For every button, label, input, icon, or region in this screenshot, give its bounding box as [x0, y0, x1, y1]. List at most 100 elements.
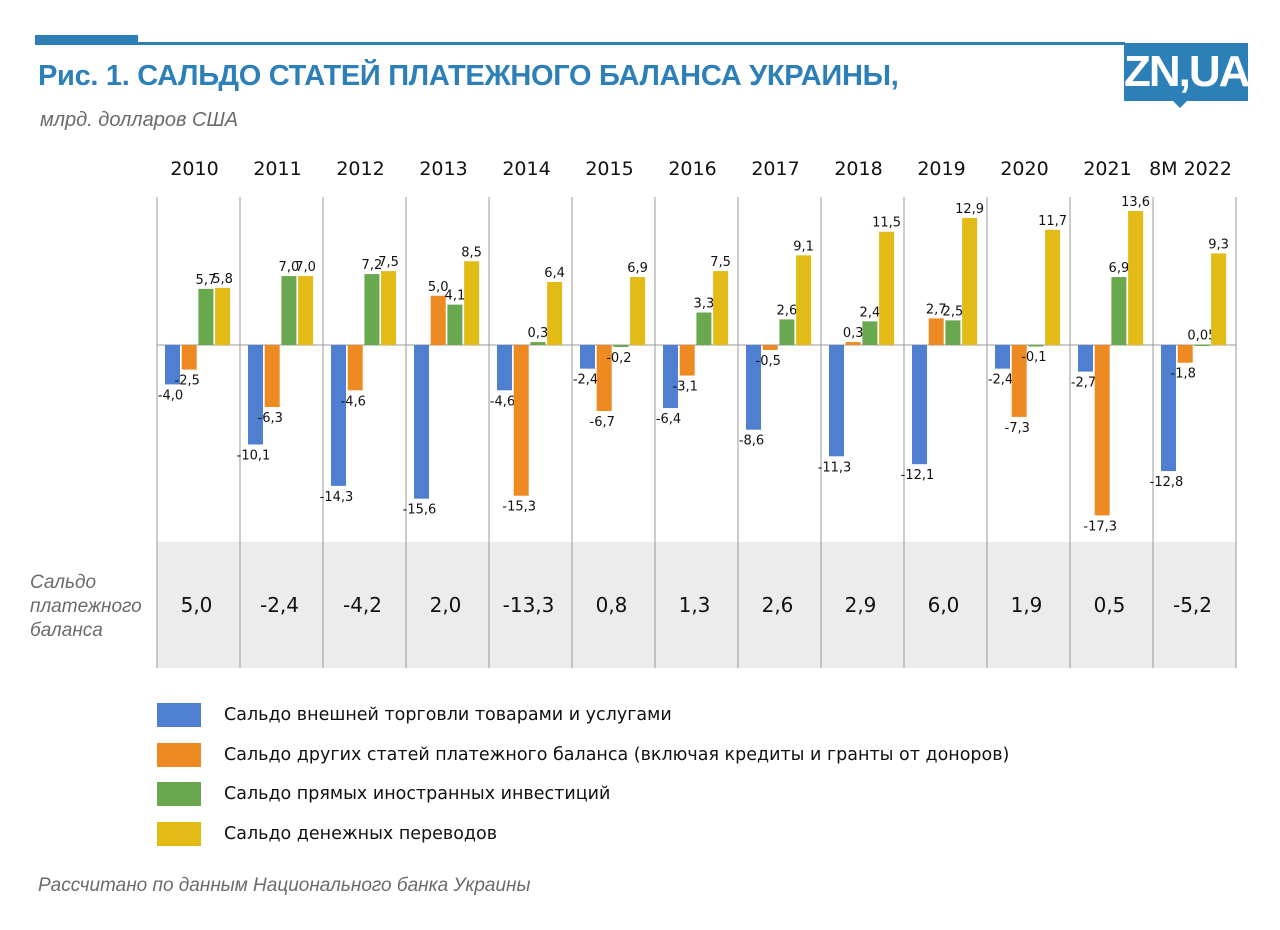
data-label: 9,1 — [793, 239, 814, 254]
data-label: -12,1 — [901, 468, 935, 483]
data-label: -15,6 — [403, 503, 437, 518]
bar — [1028, 345, 1044, 347]
data-label: -4,6 — [341, 394, 366, 409]
data-label: -1,8 — [1171, 367, 1196, 382]
bar — [862, 321, 878, 345]
category-label: 2020 — [1000, 158, 1048, 180]
bar — [198, 288, 214, 345]
bar — [547, 281, 563, 345]
data-label: 9,3 — [1208, 237, 1229, 252]
bar — [663, 345, 678, 409]
data-label: -0,2 — [606, 351, 631, 366]
bar — [215, 287, 231, 345]
legend-swatch — [157, 782, 201, 806]
bar — [779, 319, 795, 345]
data-label: 0,3 — [843, 326, 864, 341]
data-label: 7,5 — [710, 255, 731, 270]
legend-item: Сальдо внешней торговли товарами и услуг… — [157, 703, 1009, 727]
top-rule — [35, 42, 1125, 45]
bar — [845, 342, 861, 345]
bar — [679, 345, 695, 376]
bar — [298, 276, 314, 345]
category-label: 2018 — [834, 158, 882, 180]
balance-value: 2,6 — [762, 593, 794, 617]
data-label: 5,0 — [428, 280, 449, 295]
bar — [347, 345, 363, 391]
balance-value: -2,4 — [260, 593, 299, 617]
chart-subtitle: млрд. долларов США — [40, 109, 239, 131]
legend-label: Сальдо прямых иностранных инвестиций — [224, 784, 611, 804]
data-label: -2,4 — [988, 373, 1013, 388]
bar — [1045, 229, 1061, 345]
bar — [165, 345, 180, 385]
data-label: 0,05 — [1187, 329, 1216, 344]
bar — [1111, 277, 1127, 345]
bar — [928, 318, 944, 345]
balance-row-label: Сальдо платежного баланса — [30, 572, 142, 641]
category-label: 2012 — [336, 158, 384, 180]
balance-value: 5,0 — [181, 593, 213, 617]
bar — [513, 345, 529, 496]
data-label: 6,9 — [1109, 261, 1130, 276]
data-label: 6,4 — [544, 266, 565, 281]
bar — [713, 271, 729, 345]
data-label: 7,5 — [378, 255, 399, 270]
balance-value: 2,9 — [845, 593, 877, 617]
category-label: 2017 — [751, 158, 799, 180]
category-label: 2015 — [585, 158, 633, 180]
data-label: -8,6 — [739, 434, 764, 449]
balance-value: 2,0 — [430, 593, 462, 617]
data-label: -6,7 — [590, 415, 615, 430]
data-label: -15,3 — [502, 500, 536, 515]
balance-value: 6,0 — [928, 593, 960, 617]
data-label: -11,3 — [818, 460, 852, 475]
bar — [762, 345, 778, 350]
data-label: -2,5 — [175, 374, 200, 389]
data-label: -14,3 — [320, 490, 354, 505]
logo-tail — [1172, 100, 1188, 108]
legend-swatch — [157, 821, 201, 846]
category-label: 2021 — [1083, 158, 1131, 180]
category-label: 2019 — [917, 158, 965, 180]
data-label: 6,9 — [627, 261, 648, 276]
bar — [829, 345, 844, 457]
legend-label: Сальдо внешней торговли товарами и услуг… — [224, 705, 672, 725]
bar — [464, 261, 480, 345]
bar — [1194, 344, 1210, 347]
data-label: 7,2 — [362, 258, 383, 273]
balance-value: 0,5 — [1094, 593, 1126, 617]
data-label: 7,0 — [295, 260, 316, 275]
legend-item: Сальдо денежных переводов — [157, 821, 1009, 846]
data-label: 5,7 — [196, 273, 217, 288]
bar — [995, 345, 1010, 369]
data-label: -4,6 — [490, 394, 515, 409]
data-label: 2,7 — [926, 302, 947, 317]
top-accent-bar — [35, 35, 138, 44]
bar — [381, 271, 397, 345]
balance-value: -13,3 — [503, 593, 555, 617]
data-label: 4,1 — [445, 289, 466, 304]
category-label: 2014 — [502, 158, 550, 180]
data-label: 8,5 — [461, 245, 482, 260]
bar — [447, 304, 463, 345]
data-label: -2,4 — [573, 373, 598, 388]
data-label: -6,3 — [258, 411, 283, 426]
legend-item: Сальдо прямых иностранных инвестиций — [157, 782, 1009, 806]
data-label: 11,5 — [872, 216, 901, 231]
bar — [497, 345, 512, 391]
bar — [879, 231, 895, 345]
balance-value: -4,2 — [343, 593, 382, 617]
bar — [181, 345, 197, 370]
bar — [630, 277, 646, 345]
bar — [596, 345, 612, 411]
chart-title: Рис. 1. САЛЬДО СТАТЕЙ ПЛАТЕЖНОГО БАЛАНСА… — [38, 60, 899, 92]
bar — [1078, 345, 1093, 372]
data-label: 0,3 — [528, 326, 549, 341]
balance-value: 1,9 — [1011, 593, 1043, 617]
legend-item: Сальдо других статей платежного баланса … — [157, 742, 1009, 767]
data-label: -0,1 — [1021, 350, 1046, 365]
data-label: 2,6 — [777, 303, 798, 318]
data-label: 2,5 — [943, 304, 964, 319]
bar — [1177, 345, 1193, 363]
